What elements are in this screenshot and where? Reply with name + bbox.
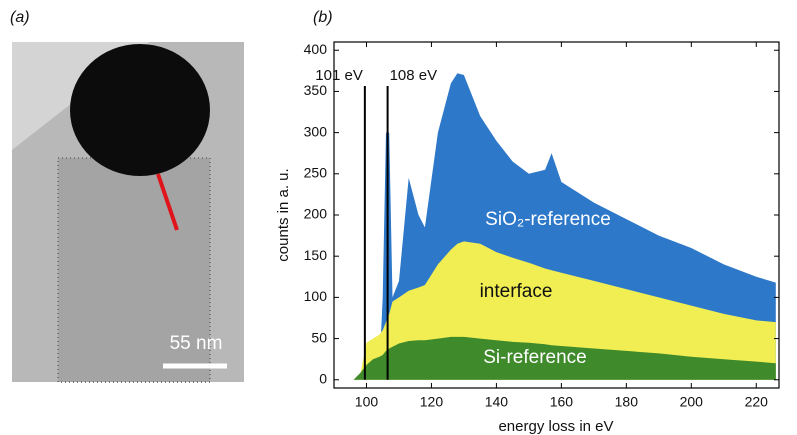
particle <box>70 44 210 176</box>
y-tick-label: 250 <box>304 165 328 181</box>
panel-label: (a) <box>10 9 30 26</box>
y-tick-label: 0 <box>319 370 327 386</box>
y-tick-label: 150 <box>304 247 328 263</box>
x-tick-label: 200 <box>680 394 704 410</box>
x-axis-label: energy loss in eV <box>498 418 613 435</box>
micrograph: 55 nm <box>12 42 244 382</box>
series-label: SiO₂-reference <box>485 209 611 230</box>
x-tick-label: 140 <box>485 394 509 410</box>
y-tick-label: 200 <box>304 206 328 222</box>
panel-label: (b) <box>313 9 333 26</box>
x-tick-label: 160 <box>550 394 574 410</box>
marker-label: 108 eV <box>390 67 438 84</box>
x-tick-label: 100 <box>355 394 379 410</box>
y-tick-label: 50 <box>311 329 327 345</box>
x-tick-label: 120 <box>420 394 444 410</box>
series-label: Si-reference <box>483 347 587 368</box>
y-axis-label: counts in a. u. <box>275 168 292 261</box>
y-tick-label: 350 <box>304 82 328 98</box>
y-tick-label: 100 <box>304 288 328 304</box>
x-tick-label: 180 <box>615 394 639 410</box>
y-tick-label: 400 <box>304 41 328 57</box>
scale-bar-label: 55 nm <box>170 333 223 354</box>
series-label: interface <box>480 281 553 302</box>
x-tick-label: 220 <box>745 394 769 410</box>
figure: (a) 55 nm (b) counts in a. u. energy los… <box>0 0 797 435</box>
y-tick-label: 300 <box>304 123 328 139</box>
